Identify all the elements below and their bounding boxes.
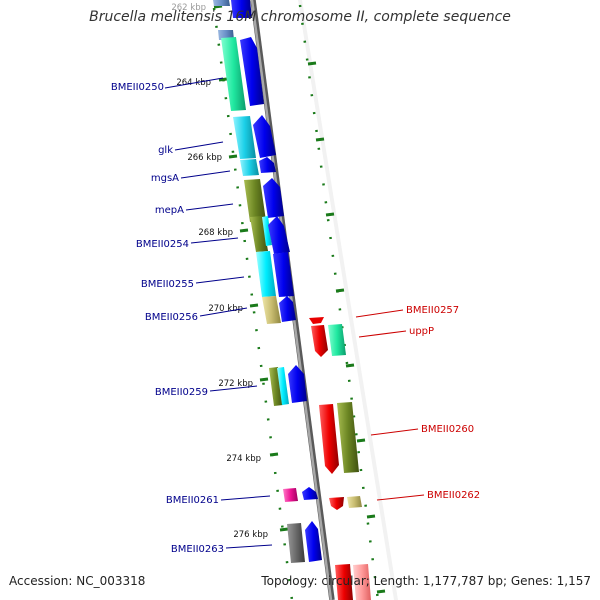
ruler-label: 262 kbp xyxy=(171,3,206,13)
gene-label[interactable]: BMEII0250 xyxy=(111,82,164,93)
gene-label[interactable]: BMEII0262 xyxy=(427,490,480,501)
gene-mepA xyxy=(244,179,266,222)
label-connector xyxy=(185,203,234,211)
forward-gene-labels: BMEII0250 glk mgsA mepA BMEII0254 BMEII0… xyxy=(111,82,224,555)
ruler-tick xyxy=(345,363,355,368)
ruler-major-ticks xyxy=(213,4,386,594)
ruler-tick xyxy=(376,589,386,594)
label-connector xyxy=(225,544,273,549)
gene-mgsA-partner xyxy=(259,157,276,173)
label-connector xyxy=(355,309,404,318)
gene-BMEII0260 xyxy=(337,402,359,473)
label-connector xyxy=(180,170,231,179)
gene-BMEII0255 xyxy=(256,251,276,297)
ruler-tick xyxy=(239,228,249,233)
label-connector xyxy=(376,494,425,501)
gene-BMEII0255-partner xyxy=(273,252,294,297)
gene-label[interactable]: BMEII0254 xyxy=(136,239,189,250)
ruler-tick xyxy=(269,452,279,457)
gene-label[interactable]: mepA xyxy=(155,205,184,216)
gene-BMEII0261 xyxy=(283,488,298,502)
label-connector xyxy=(195,276,245,284)
reverse-label-lines xyxy=(355,309,425,501)
ruler-tick xyxy=(325,212,335,217)
ruler-label: 276 kbp xyxy=(233,530,268,540)
gene-BMEII0263 xyxy=(287,523,305,563)
gene-BMEII0256 xyxy=(262,296,281,324)
topology-text: Topology: circular; Length: 1,177,787 bp… xyxy=(261,574,591,588)
label-connector xyxy=(174,141,224,151)
gene-segment xyxy=(231,0,252,18)
gene-BMEII0263-partner xyxy=(305,521,322,562)
ruler-tick xyxy=(356,438,366,443)
ruler-tick xyxy=(249,303,259,308)
ruler-tick xyxy=(315,137,325,142)
gene-label[interactable]: BMEII0263 xyxy=(171,544,224,555)
gene-BMEII0262 xyxy=(347,496,362,508)
gene-segment xyxy=(353,564,371,600)
gene-label[interactable]: mgsA xyxy=(151,173,179,184)
ruler-tick xyxy=(307,61,317,66)
forward-genes[interactable] xyxy=(213,0,322,563)
ruler-tick xyxy=(335,288,345,293)
ruler-tick xyxy=(366,514,376,519)
forward-label-lines xyxy=(164,77,273,549)
gene-label[interactable]: BMEII0256 xyxy=(145,312,198,323)
gene-BMEII0259 xyxy=(269,367,283,406)
gene-label[interactable]: uppP xyxy=(409,326,434,337)
gene-segment xyxy=(335,564,353,600)
reverse-gene-labels: BMEII0257 uppP BMEII0260 BMEII0262 xyxy=(406,305,480,501)
gene-label[interactable]: BMEII0255 xyxy=(141,279,194,290)
gene-label[interactable]: BMEII0260 xyxy=(421,424,474,435)
ruler-tick xyxy=(259,377,269,382)
ruler-label: 266 kbp xyxy=(187,153,222,163)
ruler-tick xyxy=(213,4,223,9)
label-connector xyxy=(190,237,239,244)
accession-text: Accession: NC_003318 xyxy=(9,574,146,588)
ruler-tick xyxy=(279,527,289,532)
gene-label[interactable]: BMEII0257 xyxy=(406,305,459,316)
topology-value: Topology: circular; Length: 1,177,787 bp… xyxy=(261,574,591,588)
gene-BMEII0259-partner xyxy=(277,367,289,405)
gene-glk-partner xyxy=(253,115,276,158)
gene-BMEII0259-partner-2 xyxy=(288,365,307,403)
ruler-label: 268 kbp xyxy=(198,228,233,238)
gene-glk xyxy=(233,116,256,159)
label-connector xyxy=(220,495,271,501)
gene-uppP-partner xyxy=(311,325,328,357)
gene-label[interactable]: BMEII0261 xyxy=(166,495,219,506)
gene-BMEII0254-partner-2 xyxy=(268,216,290,254)
ruler-tick xyxy=(228,154,238,159)
ruler-label: 274 kbp xyxy=(226,454,261,464)
gene-label[interactable]: BMEII0259 xyxy=(155,387,208,398)
gene-BMEII0256-partner xyxy=(279,296,296,322)
gene-mepA-partner xyxy=(263,178,284,218)
gene-BMEII0254-partner xyxy=(262,216,272,246)
gene-label[interactable]: glk xyxy=(158,145,173,156)
gene-BMEII0262-partner xyxy=(329,497,344,510)
gene-mgsA xyxy=(240,159,259,176)
gene-BMEII0257 xyxy=(309,317,324,324)
gene-BMEII0250-partner xyxy=(240,37,264,106)
gene-BMEII0250 xyxy=(221,37,246,111)
gene-BMEII0261-partner xyxy=(302,487,318,500)
label-connector xyxy=(370,428,419,436)
label-connector xyxy=(209,385,258,392)
gene-BMEII0260-partner xyxy=(319,404,339,474)
ruler-label: 270 kbp xyxy=(208,304,243,314)
gene-uppP xyxy=(328,324,346,356)
gene-segment xyxy=(213,0,230,6)
ruler-tick xyxy=(218,77,228,82)
reverse-genes[interactable] xyxy=(309,317,371,600)
label-connector xyxy=(358,330,407,338)
label-connector xyxy=(164,77,224,89)
backbone xyxy=(250,0,335,600)
label-connector xyxy=(199,307,248,317)
map-title: Brucella melitensis 16M chromosome II, c… xyxy=(89,9,511,25)
ruler-label: 272 kbp xyxy=(218,379,253,389)
